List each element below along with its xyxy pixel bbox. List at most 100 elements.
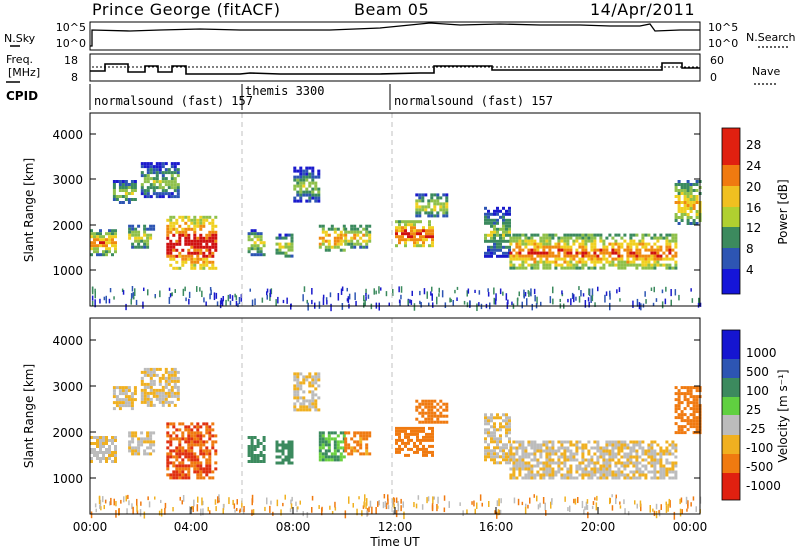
echo-cell bbox=[350, 239, 354, 243]
power-cbar-tick-24: 24 bbox=[746, 159, 761, 173]
echo-cell bbox=[647, 260, 651, 264]
echo-cell bbox=[659, 263, 663, 267]
echo-cell bbox=[166, 218, 170, 222]
echo-cell bbox=[518, 248, 522, 252]
power-colorbar-red bbox=[722, 128, 740, 165]
echo-cell bbox=[172, 233, 176, 237]
echo-cell bbox=[395, 441, 398, 445]
echo-cell bbox=[490, 413, 493, 417]
echo-cell bbox=[584, 236, 588, 240]
echo-cell bbox=[339, 239, 343, 243]
echo-cell bbox=[521, 476, 525, 480]
echo-cell bbox=[293, 375, 297, 379]
echo-cell bbox=[314, 181, 318, 185]
echo-cell bbox=[137, 446, 141, 450]
echo-cell bbox=[205, 263, 209, 267]
echo-cell bbox=[327, 443, 331, 447]
echo-cell bbox=[671, 254, 675, 258]
echo-cell bbox=[431, 438, 434, 442]
echo-cell bbox=[686, 404, 690, 408]
ground-scatter-speckle bbox=[98, 496, 101, 505]
echo-cell bbox=[593, 257, 597, 261]
echo-cell bbox=[635, 470, 639, 474]
echo-cell bbox=[593, 464, 597, 468]
echo-cell bbox=[161, 195, 165, 199]
echo-cell bbox=[530, 443, 534, 447]
echo-cell bbox=[359, 245, 363, 249]
echo-cell bbox=[545, 464, 549, 468]
echo-cell bbox=[590, 458, 594, 462]
echo-cell bbox=[680, 213, 684, 216]
echo-cell bbox=[508, 425, 511, 429]
echo-cell bbox=[407, 432, 410, 436]
echo-cell bbox=[662, 263, 666, 267]
echo-cell bbox=[401, 226, 404, 230]
echo-cell bbox=[638, 473, 642, 477]
echo-cell bbox=[566, 455, 570, 459]
echo-cell bbox=[424, 417, 428, 421]
echo-cell bbox=[542, 461, 546, 465]
noise-sky-line bbox=[90, 22, 700, 47]
echo-cell bbox=[344, 449, 348, 453]
echo-cell bbox=[205, 449, 209, 453]
echo-cell bbox=[256, 454, 260, 457]
freq-line bbox=[90, 62, 700, 75]
echo-cell bbox=[173, 186, 177, 190]
echo-cell bbox=[202, 254, 206, 258]
echo-cell bbox=[299, 199, 303, 203]
ground-scatter-speckle bbox=[197, 496, 199, 503]
echo-cell bbox=[692, 207, 696, 210]
echo-cell bbox=[653, 440, 657, 444]
echo-cell bbox=[158, 168, 162, 172]
echo-cell bbox=[99, 232, 102, 236]
x-axis: 00:00 04:00 08:00 12:00 16:00 20:00 00:0… bbox=[73, 520, 708, 549]
echo-cell bbox=[196, 242, 200, 246]
echo-cell bbox=[415, 205, 419, 209]
echo-cell bbox=[680, 210, 684, 213]
ground-scatter-speckle bbox=[516, 298, 519, 306]
echo-cell bbox=[433, 193, 437, 197]
echo-cell bbox=[305, 172, 309, 176]
echo-cell bbox=[602, 464, 606, 468]
echo-cell bbox=[436, 402, 440, 406]
echo-cell bbox=[551, 470, 555, 474]
echo-cell bbox=[293, 178, 297, 182]
echo-cell bbox=[284, 458, 288, 462]
echo-cell bbox=[356, 227, 360, 231]
echo-cell bbox=[596, 455, 600, 459]
velocity-cbar-tick-1000: 1000 bbox=[746, 346, 777, 360]
echo-cell bbox=[677, 189, 681, 192]
echo-cell bbox=[524, 266, 528, 270]
echo-cell bbox=[152, 165, 156, 169]
echo-cell bbox=[167, 180, 171, 184]
echo-cell bbox=[344, 443, 348, 447]
echo-cell bbox=[128, 443, 132, 447]
echo-cell bbox=[317, 169, 321, 173]
echo-cell bbox=[695, 195, 699, 198]
echo-cell bbox=[350, 230, 354, 234]
ground-scatter-speckle bbox=[697, 302, 700, 308]
echo-cell bbox=[641, 266, 645, 270]
echo-cell bbox=[487, 215, 490, 219]
echo-cell bbox=[158, 376, 162, 380]
echo-cell bbox=[629, 239, 633, 243]
echo-cell bbox=[428, 232, 431, 236]
echo-cell bbox=[644, 458, 648, 462]
echo-cell bbox=[521, 248, 525, 252]
echo-cell bbox=[170, 376, 174, 380]
ground-scatter-speckle bbox=[584, 506, 586, 511]
echo-cell bbox=[608, 473, 612, 477]
echo-cell bbox=[493, 458, 496, 462]
echo-cell bbox=[205, 428, 209, 432]
echo-cell bbox=[490, 224, 493, 228]
echo-cell bbox=[508, 209, 511, 213]
echo-cell bbox=[674, 473, 678, 477]
echo-cell bbox=[190, 428, 194, 432]
echo-cell bbox=[422, 241, 425, 245]
echo-cell bbox=[674, 216, 678, 219]
ground-scatter-speckle bbox=[306, 299, 308, 304]
echo-cell bbox=[499, 215, 502, 219]
echo-cell bbox=[659, 470, 663, 474]
echo-cell bbox=[674, 386, 678, 390]
echo-cell bbox=[425, 238, 428, 242]
